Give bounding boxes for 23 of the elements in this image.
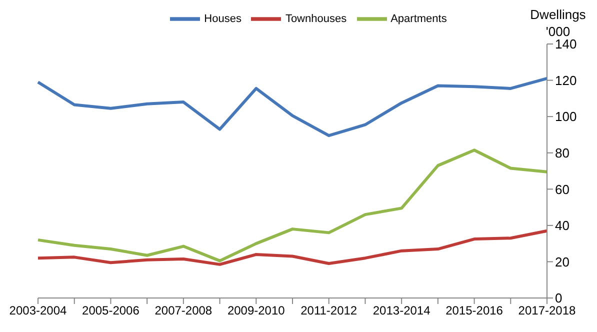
x-tick-label: 2009-2010 bbox=[227, 304, 286, 318]
y-axis-title: Dwellings '000 bbox=[529, 6, 587, 39]
x-tick-label: 2013-2014 bbox=[372, 304, 431, 318]
y-tick-label: 120 bbox=[555, 72, 577, 88]
y-tick-label: 140 bbox=[555, 36, 577, 52]
legend-label: Houses bbox=[204, 12, 242, 25]
y-tick-label: 20 bbox=[555, 254, 570, 270]
line-series bbox=[36, 229, 548, 266]
x-tick-label: 2003-2004 bbox=[9, 304, 68, 318]
y-tick-label: 80 bbox=[555, 145, 570, 160]
y-tick-label: 0 bbox=[555, 290, 562, 306]
x-tick-label: 2007-2008 bbox=[154, 304, 212, 318]
x-tick-label: 2011-2012 bbox=[300, 304, 358, 318]
y-tick-label: 60 bbox=[555, 182, 570, 197]
x-tick-label: 2005-2006 bbox=[82, 304, 140, 318]
line-series bbox=[36, 148, 548, 262]
y-tick-label: 100 bbox=[555, 109, 577, 124]
line-series bbox=[36, 76, 548, 138]
legend-label: Townhouses bbox=[285, 12, 347, 25]
x-tick-label: 2015-2016 bbox=[446, 304, 504, 318]
legend-label: Apartments bbox=[390, 12, 447, 25]
x-tick-label: 2017-2018 bbox=[518, 304, 576, 318]
y-tick-label: 40 bbox=[555, 218, 570, 234]
